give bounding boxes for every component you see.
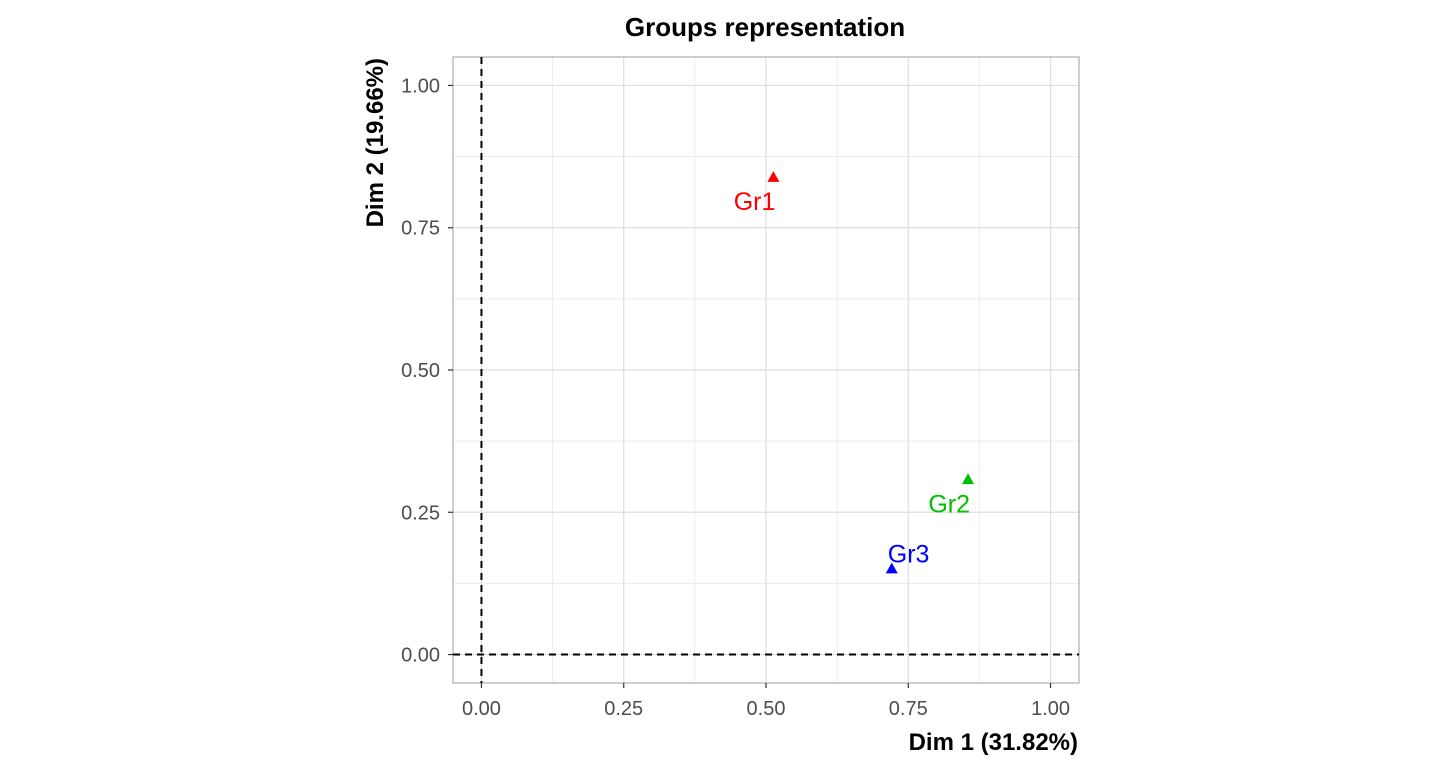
point-label-gr3: Gr3 <box>888 541 930 569</box>
y-tick-label: 0.50 <box>401 360 440 382</box>
x-tick-label: 0.50 <box>747 698 786 720</box>
y-axis-title: Dim 2 (19.66%) <box>362 58 389 227</box>
axis-ticks: 0.00 0.25 0.50 0.75 1.00 0.00 0.25 0.50 0.75 1.00 <box>401 75 1070 720</box>
y-tick-label: 0.00 <box>401 645 440 667</box>
point-marker-gr3 <box>885 562 898 574</box>
plot-area: 0.00 0.25 0.50 0.75 1.00 0.00 0.25 0.50 0.75 1.00… <box>401 56 1080 720</box>
point-label-gr1: Gr1 <box>734 188 776 216</box>
data-points: Gr1 Gr2 Gr3 <box>734 171 975 574</box>
chart-title: Groups representation <box>625 12 905 42</box>
point-label-gr2: Gr2 <box>928 490 970 518</box>
y-tick-label: 0.25 <box>401 502 440 524</box>
x-tick-label: 1.00 <box>1031 698 1070 720</box>
point-marker-gr1 <box>767 171 780 182</box>
y-tick-label: 0.75 <box>401 218 440 240</box>
x-tick-label: 0.00 <box>462 698 501 720</box>
y-tick-label: 1.00 <box>401 75 440 97</box>
x-axis-title: Dim 1 (31.82%) <box>909 729 1078 756</box>
x-tick-label: 0.25 <box>604 698 643 720</box>
x-tick-label: 0.75 <box>889 698 928 720</box>
point-marker-gr2 <box>962 473 975 485</box>
